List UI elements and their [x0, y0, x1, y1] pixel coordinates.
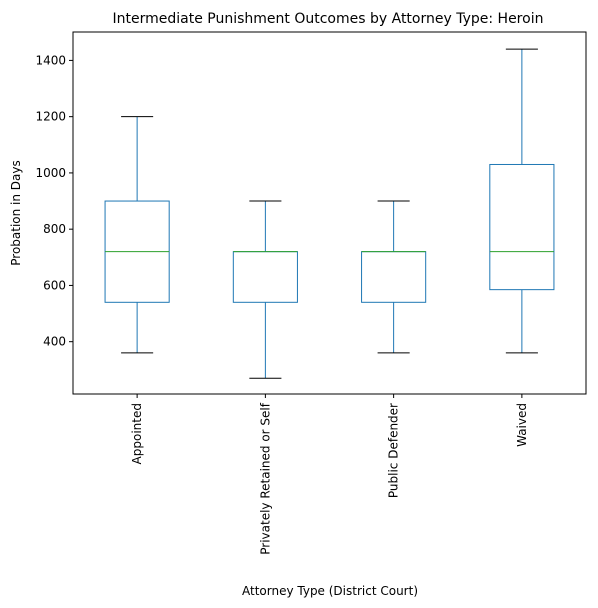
x-tick-label: Waived: [515, 403, 529, 447]
y-tick-label: 1400: [35, 53, 66, 67]
y-axis-title: Probation in Days: [9, 160, 23, 266]
y-tick-label: 600: [43, 278, 66, 292]
chart-title: Intermediate Punishment Outcomes by Atto…: [113, 11, 544, 27]
box-iqr: [489, 163, 555, 291]
y-tick-label: 800: [43, 222, 66, 236]
x-tick-label: Public Defender: [387, 403, 401, 498]
axes-frame: [72, 31, 587, 395]
plot-area: 400 600 800 1000 1200 1400 Appointed Privately …: [35, 31, 587, 555]
x-axis-title: Attorney Type (District Court): [242, 584, 418, 598]
x-tick-label: Privately Retained or Self: [258, 402, 272, 555]
y-tick-label: 400: [43, 335, 66, 349]
y-tick-label: 1200: [35, 110, 66, 124]
y-tick-label: 1000: [35, 166, 66, 180]
x-tick-label: Appointed: [130, 403, 144, 464]
